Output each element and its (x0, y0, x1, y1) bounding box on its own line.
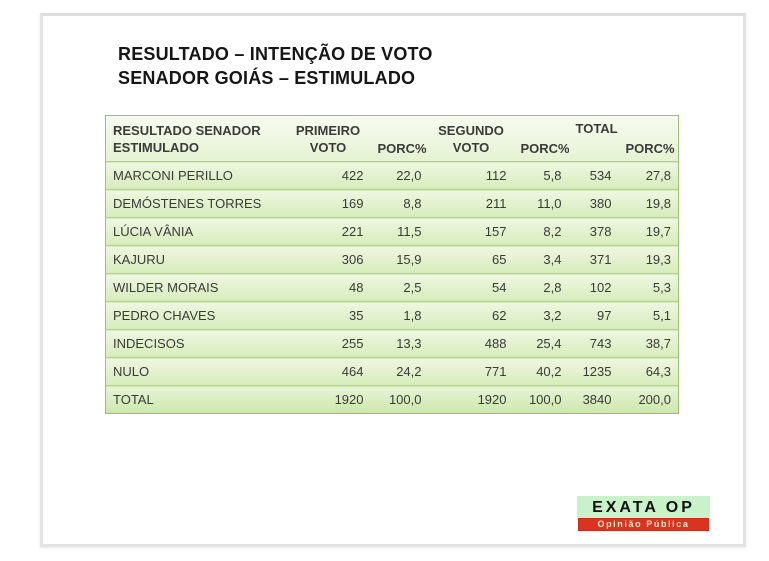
candidate-name-cell: PEDRO CHAVES (113, 308, 216, 323)
value-cell: 65 (492, 252, 507, 267)
column-header-porc3: PORC% (625, 141, 675, 156)
candidate-name-cell: DEMÓSTENES TORRES (113, 196, 262, 211)
value-cell: 1235 (582, 364, 612, 379)
value-cell: 100,0 (388, 392, 422, 407)
results-table: RESULTADO SENADOR ESTIMULADO PRIMEIRO VO… (105, 115, 679, 414)
column-header-total: TOTAL (575, 121, 618, 136)
value-cell: 378 (589, 224, 612, 239)
value-cell: 3,4 (543, 252, 562, 267)
value-cell: 534 (589, 168, 612, 183)
value-cell: 11,5 (397, 224, 422, 239)
value-cell: 102 (589, 280, 612, 295)
slide-title-line2: SENADOR GOIÁS – ESTIMULADO (118, 68, 416, 88)
table-row: NULO 464 24,2 771 40,2 1235 64,3 (105, 357, 679, 386)
table-row: PEDRO CHAVES 35 1,8 62 3,2 97 5,1 (105, 301, 679, 330)
value-cell: 54 (492, 280, 507, 295)
value-cell: 1920 (477, 392, 507, 407)
value-cell: 2,8 (543, 280, 562, 295)
slide-title: RESULTADO – INTENÇÃO DE VOTO SENADOR GOI… (118, 42, 433, 90)
table-row: INDECISOS 255 13,3 488 25,4 743 38,7 (105, 329, 679, 358)
table-row: DEMÓSTENES TORRES 169 8,8 211 11,0 380 1… (105, 189, 679, 218)
value-cell: 22,0 (396, 168, 422, 183)
exata-op-logo: EXATA OP Opinião Pública (577, 496, 710, 531)
value-cell: 48 (349, 280, 364, 295)
value-cell: 64,3 (645, 364, 671, 379)
candidate-name-cell: INDECISOS (113, 336, 185, 351)
value-cell: 40,2 (536, 364, 562, 379)
value-cell: 2,5 (403, 280, 422, 295)
candidate-name-cell: TOTAL (113, 392, 154, 407)
value-cell: 8,8 (403, 196, 422, 211)
value-cell: 255 (341, 336, 364, 351)
value-cell: 25,4 (536, 336, 562, 351)
value-cell: 771 (484, 364, 507, 379)
value-cell: 464 (341, 364, 364, 379)
column-header-second-vote: SEGUNDO VOTO (438, 122, 504, 155)
column-header-result: RESULTADO SENADOR ESTIMULADO (113, 122, 261, 155)
table-row-total: TOTAL 1920 100,0 1920 100,0 3840 200,0 (105, 385, 679, 414)
value-cell: 13,3 (396, 336, 422, 351)
value-cell: 5,1 (652, 308, 671, 323)
table-row: WILDER MORAIS 48 2,5 54 2,8 102 5,3 (105, 273, 679, 302)
value-cell: 27,8 (645, 168, 671, 183)
value-cell: 19,3 (645, 252, 671, 267)
column-header-porc2: PORC% (520, 141, 569, 156)
candidate-name-cell: WILDER MORAIS (113, 280, 219, 295)
value-cell: 38,7 (645, 336, 671, 351)
value-cell: 19,7 (645, 224, 671, 239)
candidate-name-cell: KAJURU (113, 252, 166, 267)
slide-title-line1: RESULTADO – INTENÇÃO DE VOTO (118, 44, 433, 64)
table-row: KAJURU 306 15,9 65 3,4 371 19,3 (105, 245, 679, 274)
value-cell: 35 (349, 308, 364, 323)
value-cell: 743 (589, 336, 612, 351)
value-cell: 1920 (334, 392, 364, 407)
column-header-first-vote: PRIMEIRO VOTO (295, 122, 361, 155)
candidate-name-cell: NULO (113, 364, 150, 379)
value-cell: 1,8 (403, 308, 422, 323)
value-cell: 19,8 (645, 196, 671, 211)
value-cell: 112 (485, 168, 507, 183)
value-cell: 8,2 (543, 224, 562, 239)
value-cell: 5,8 (543, 168, 562, 183)
value-cell: 100,0 (528, 392, 562, 407)
presentation-slide: RESULTADO – INTENÇÃO DE VOTO SENADOR GOI… (40, 13, 746, 547)
value-cell: 211 (485, 196, 507, 211)
value-cell: 169 (341, 196, 364, 211)
value-cell: 488 (484, 336, 507, 351)
value-cell: 200,0 (638, 392, 671, 407)
candidate-name-cell: LÚCIA VÂNIA (113, 224, 194, 239)
candidate-name-cell: MARCONI PERILLO (113, 168, 233, 183)
column-header-porc1: PORC% (377, 141, 427, 156)
table-header-row: RESULTADO SENADOR ESTIMULADO PRIMEIRO VO… (105, 115, 679, 162)
value-cell: 380 (589, 196, 612, 211)
logo-subtitle: Opinião Pública (578, 518, 709, 531)
value-cell: 3,2 (543, 308, 562, 323)
value-cell: 3840 (582, 392, 612, 407)
value-cell: 15,9 (396, 252, 422, 267)
value-cell: 62 (492, 308, 507, 323)
table-row: MARCONI PERILLO 422 22,0 112 5,8 534 27,… (105, 161, 679, 190)
logo-wordmark: EXATA OP (577, 496, 710, 518)
value-cell: 306 (341, 252, 364, 267)
value-cell: 24,2 (396, 364, 422, 379)
value-cell: 97 (597, 308, 612, 323)
value-cell: 422 (341, 168, 364, 183)
value-cell: 11,0 (537, 196, 562, 211)
value-cell: 157 (484, 224, 507, 239)
table-row: LÚCIA VÂNIA 221 11,5 157 8,2 378 19,7 (105, 217, 679, 246)
value-cell: 221 (341, 224, 364, 239)
value-cell: 5,3 (652, 280, 671, 295)
value-cell: 371 (589, 252, 612, 267)
